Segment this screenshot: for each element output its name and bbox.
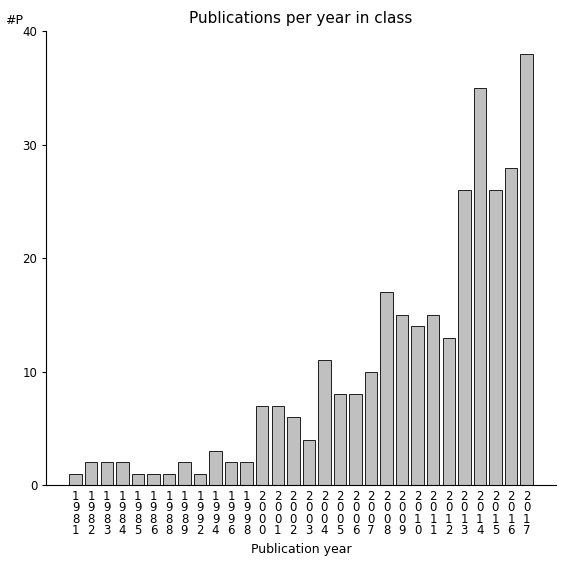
Bar bbox=[256, 405, 268, 485]
Bar bbox=[396, 315, 408, 485]
Bar bbox=[69, 473, 82, 485]
Bar bbox=[412, 326, 424, 485]
Bar bbox=[116, 462, 129, 485]
Bar bbox=[505, 167, 517, 485]
Text: #P: #P bbox=[6, 14, 23, 27]
Bar bbox=[521, 54, 533, 485]
Bar bbox=[178, 462, 191, 485]
Bar bbox=[318, 360, 331, 485]
Bar bbox=[272, 405, 284, 485]
Bar bbox=[458, 190, 471, 485]
Bar bbox=[194, 473, 206, 485]
Bar bbox=[132, 473, 144, 485]
Bar bbox=[225, 462, 238, 485]
Bar bbox=[443, 337, 455, 485]
Bar bbox=[427, 315, 439, 485]
Title: Publications per year in class: Publications per year in class bbox=[189, 11, 413, 26]
Bar bbox=[240, 462, 253, 485]
Bar bbox=[473, 88, 486, 485]
X-axis label: Publication year: Publication year bbox=[251, 543, 352, 556]
Bar bbox=[100, 462, 113, 485]
Bar bbox=[334, 394, 346, 485]
Bar bbox=[380, 292, 393, 485]
Bar bbox=[349, 394, 362, 485]
Bar bbox=[209, 451, 222, 485]
Bar bbox=[303, 439, 315, 485]
Bar bbox=[147, 473, 159, 485]
Bar bbox=[287, 417, 299, 485]
Bar bbox=[163, 473, 175, 485]
Bar bbox=[85, 462, 98, 485]
Bar bbox=[489, 190, 502, 485]
Bar bbox=[365, 371, 377, 485]
